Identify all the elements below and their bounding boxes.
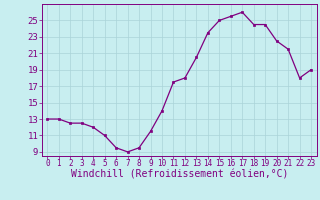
X-axis label: Windchill (Refroidissement éolien,°C): Windchill (Refroidissement éolien,°C)	[70, 170, 288, 180]
